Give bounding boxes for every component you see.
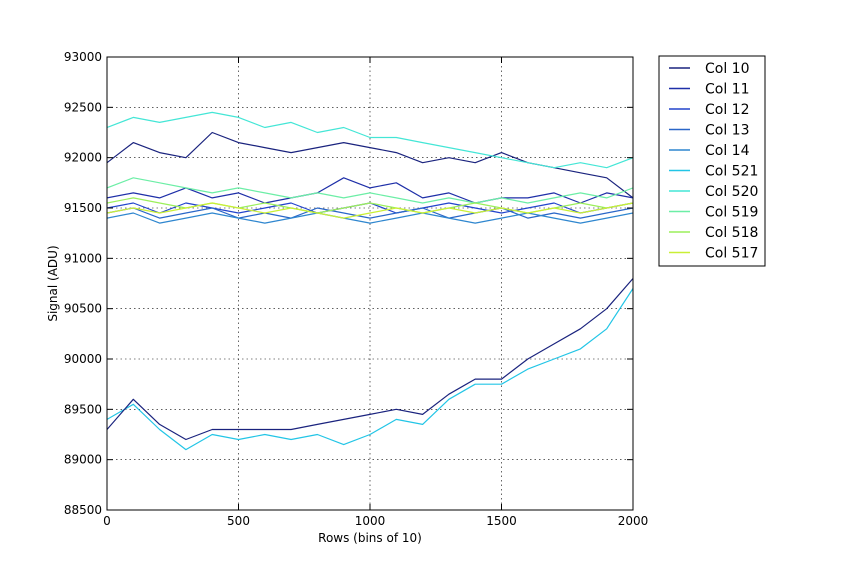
legend-label: Col 11	[705, 82, 750, 98]
y-tick-label: 91000	[64, 251, 102, 265]
series-line-9	[107, 202, 633, 219]
series-line-1	[107, 177, 633, 204]
series-line-4	[107, 212, 633, 224]
series-layer	[107, 111, 633, 451]
y-tick-label: 89500	[64, 402, 102, 416]
y-tick-label: 93000	[64, 50, 102, 64]
x-tick-label: 500	[227, 514, 250, 528]
legend-label: Col 13	[705, 123, 750, 139]
series-line-5	[107, 288, 633, 451]
legend-label: Col 519	[705, 205, 758, 221]
y-tick-label: 90000	[64, 352, 102, 366]
y-tick-label: 91500	[64, 201, 102, 215]
y-tick-label: 92000	[64, 151, 102, 165]
legend-label: Col 520	[705, 184, 758, 200]
series-line-10	[107, 278, 633, 441]
legend-label: Col 14	[705, 143, 750, 159]
y-tick-label: 92500	[64, 100, 102, 114]
y-axis-label: Signal (ADU)	[46, 245, 60, 321]
series-group	[107, 111, 633, 451]
y-tick-label: 88500	[64, 503, 102, 517]
legend-label: Col 12	[705, 102, 750, 118]
series-line-6	[107, 111, 633, 169]
legend-label: Col 518	[705, 225, 758, 241]
x-tick-label: 0	[103, 514, 111, 528]
series-line-7	[107, 177, 633, 204]
x-tick-label: 2000	[618, 514, 649, 528]
axis-ticks: 0 500 1000 1500 2000 88500 89000 89500 90000 9050…	[64, 50, 648, 528]
legend-frame	[658, 55, 766, 267]
y-tick-label: 89000	[64, 453, 102, 467]
legend-label: Col 521	[705, 164, 758, 180]
y-tick-label: 90500	[64, 302, 102, 316]
series-line-3	[107, 207, 633, 219]
legend-label: Col 10	[705, 61, 750, 77]
x-tick-label: 1000	[355, 514, 386, 528]
legend: Col 10 Col 11 Col 12 Col 13 Col 14 Col 521 Col…	[658, 55, 766, 267]
legend-label: Col 517	[705, 246, 758, 262]
x-axis-label: Rows (bins of 10)	[318, 531, 422, 545]
x-tick-label: 1500	[486, 514, 517, 528]
